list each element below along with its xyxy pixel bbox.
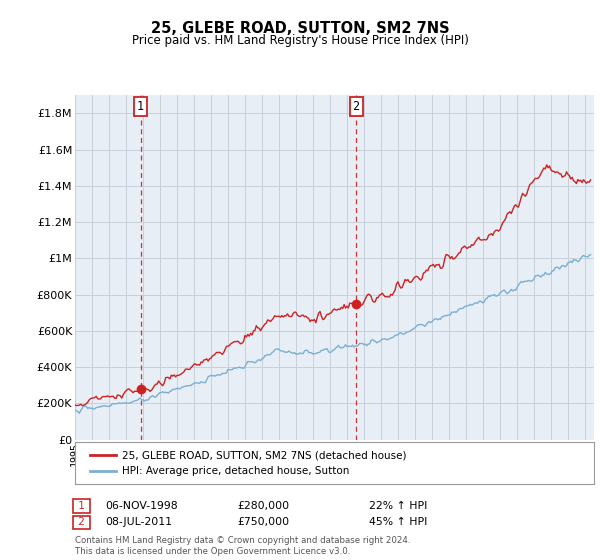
Text: 2: 2 — [353, 100, 359, 113]
Text: 1: 1 — [137, 100, 144, 113]
Text: 1: 1 — [75, 501, 88, 511]
Text: £750,000: £750,000 — [237, 517, 289, 528]
Text: 25, GLEBE ROAD, SUTTON, SM2 7NS: 25, GLEBE ROAD, SUTTON, SM2 7NS — [151, 21, 449, 36]
Text: 08-JUL-2011: 08-JUL-2011 — [105, 517, 172, 528]
Text: Price paid vs. HM Land Registry's House Price Index (HPI): Price paid vs. HM Land Registry's House … — [131, 34, 469, 46]
Legend: 25, GLEBE ROAD, SUTTON, SM2 7NS (detached house), HPI: Average price, detached h: 25, GLEBE ROAD, SUTTON, SM2 7NS (detache… — [85, 446, 410, 480]
Text: 22% ↑ HPI: 22% ↑ HPI — [369, 501, 427, 511]
Text: 45% ↑ HPI: 45% ↑ HPI — [369, 517, 427, 528]
Text: Contains HM Land Registry data © Crown copyright and database right 2024.
This d: Contains HM Land Registry data © Crown c… — [75, 536, 410, 556]
Text: 06-NOV-1998: 06-NOV-1998 — [105, 501, 178, 511]
Text: 2: 2 — [75, 517, 88, 528]
Text: £280,000: £280,000 — [237, 501, 289, 511]
